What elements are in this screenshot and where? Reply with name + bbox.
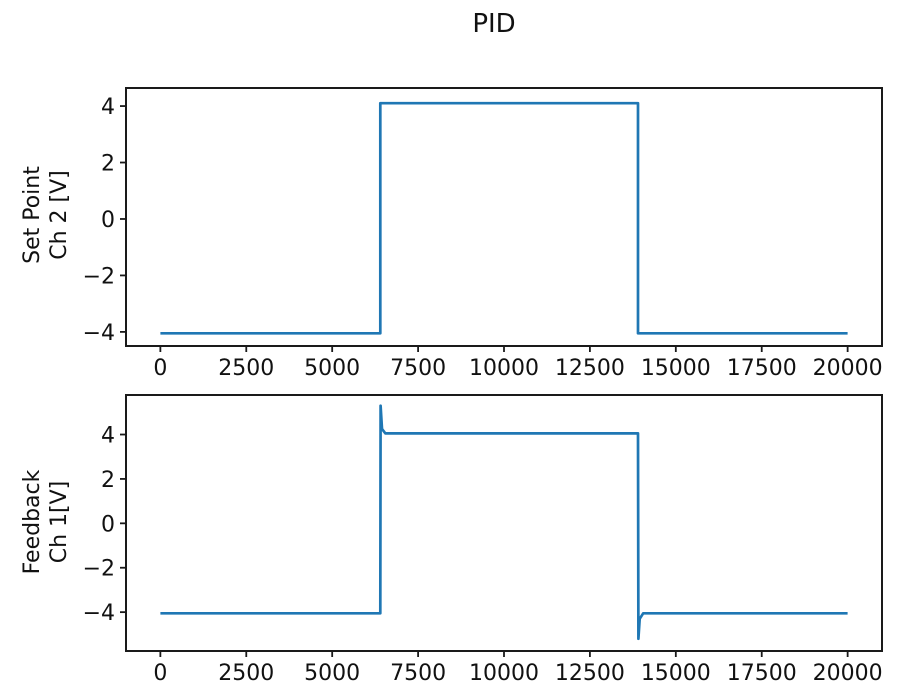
set-point-subplot: 0 2500 5000 7500 10000 12500 15000 17500 20000 4 2… bbox=[83, 87, 883, 381]
x-tick-label: 10000 bbox=[469, 661, 539, 686]
x-tick-label: 0 bbox=[153, 356, 167, 381]
set-point-canvas: 0 2500 5000 7500 10000 12500 15000 17500 20000 4 2… bbox=[83, 87, 883, 381]
set-point-y-axis-label: Set Point Ch 2 [V] bbox=[19, 166, 73, 264]
y-axis-label-line: Ch 2 [V] bbox=[47, 170, 72, 260]
y-tick-label: −2 bbox=[83, 264, 115, 289]
y-tick-label: 2 bbox=[101, 468, 115, 493]
y-tick-label: 4 bbox=[101, 424, 115, 449]
x-tick-label: 15000 bbox=[641, 356, 711, 381]
feedback-subplot: 0 2500 5000 7500 10000 12500 15000 17500 20000 4 2… bbox=[83, 394, 883, 686]
feedback-canvas: 0 2500 5000 7500 10000 12500 15000 17500 20000 4 2… bbox=[83, 394, 883, 686]
y-axis-label-line: Feedback bbox=[20, 469, 45, 575]
y-axis-label-line: Ch 1[V] bbox=[47, 480, 72, 564]
y-tick-label: −4 bbox=[83, 601, 115, 626]
axes-spines bbox=[125, 87, 883, 347]
x-tick-label: 17500 bbox=[727, 356, 797, 381]
feedback-series-line bbox=[160, 404, 848, 641]
x-tick-label: 7500 bbox=[390, 661, 446, 686]
set-point-series-line bbox=[160, 101, 848, 335]
y-tick-label: 0 bbox=[101, 512, 115, 537]
x-tick-label: 0 bbox=[153, 661, 167, 686]
x-tick-label: 17500 bbox=[727, 661, 797, 686]
feedback-y-axis-label: Feedback Ch 1[V] bbox=[19, 470, 73, 575]
x-tick-label: 12500 bbox=[555, 661, 625, 686]
x-tick-label: 2500 bbox=[218, 661, 274, 686]
x-tick-label: 10000 bbox=[469, 356, 539, 381]
y-axis-label-line: Set Point bbox=[20, 166, 45, 264]
x-tick-label: 12500 bbox=[555, 356, 625, 381]
x-tick-label: 7500 bbox=[390, 356, 446, 381]
x-tick-label: 20000 bbox=[813, 661, 883, 686]
y-tick-label: 4 bbox=[101, 95, 115, 120]
y-tick-label: −2 bbox=[83, 557, 115, 582]
y-tick-label: 0 bbox=[101, 208, 115, 233]
x-tick-label: 20000 bbox=[813, 356, 883, 381]
y-tick-label: 2 bbox=[101, 152, 115, 177]
x-tick-label: 5000 bbox=[304, 661, 360, 686]
x-tick-label: 5000 bbox=[304, 356, 360, 381]
x-tick-label: 15000 bbox=[641, 661, 711, 686]
x-tick-label: 2500 bbox=[218, 356, 274, 381]
y-tick-label: −4 bbox=[83, 321, 115, 346]
figure-title: PID bbox=[472, 9, 516, 39]
